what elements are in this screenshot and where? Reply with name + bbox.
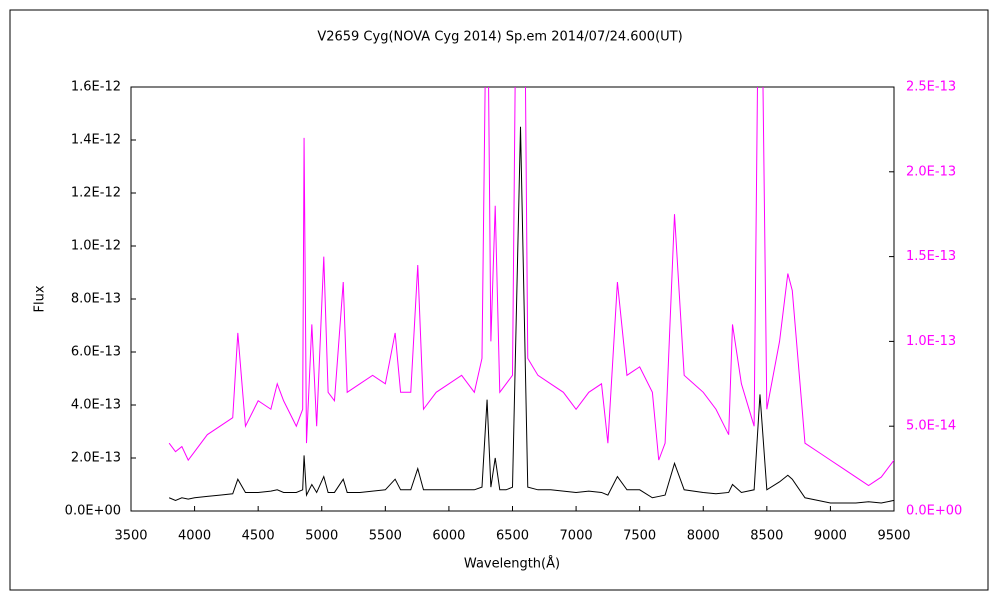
- x-tick-label: 7000: [560, 529, 593, 544]
- y2-tick-label: 1.0E-13: [906, 334, 956, 349]
- y-tick-label: 4.0E-13: [71, 398, 121, 413]
- x-tick-label: 9500: [877, 529, 910, 544]
- y-tick-label: 1.2E-12: [71, 186, 121, 201]
- x-tick-label: 6000: [432, 529, 465, 544]
- spectrum-line: [168, 126, 894, 504]
- chart-title: V2659 Cyg(NOVA Cyg 2014) Sp.em 2014/07/2…: [317, 30, 682, 45]
- y2-tick-label: 2.5E-13: [906, 80, 956, 95]
- frame: [9, 9, 989, 591]
- y-axis-label: Flux: [33, 285, 48, 312]
- x-tick-label: 9000: [814, 529, 847, 544]
- x-tick-label: 5500: [369, 529, 402, 544]
- y-tick-label: 1.6E-12: [71, 80, 121, 95]
- y2-tick-label: 1.5E-13: [906, 249, 956, 264]
- spectrum-line: [168, 87, 894, 487]
- y-tick-label: 8.0E-13: [71, 292, 121, 307]
- y2-tick-label: 5.0E-14: [906, 419, 956, 434]
- x-tick-label: 4500: [242, 529, 275, 544]
- x-axis-label: Wavelength(Å): [464, 556, 560, 572]
- y-tick-label: 1.0E-12: [71, 239, 121, 254]
- x-tick-label: 3500: [114, 529, 147, 544]
- x-tick-label: 4000: [178, 529, 211, 544]
- y2-tick-label: 2.0E-13: [906, 164, 956, 179]
- x-tick-label: 7500: [623, 529, 656, 544]
- x-tick-label: 6500: [496, 529, 529, 544]
- y-tick-label: 6.0E-13: [71, 345, 121, 360]
- x-tick-label: 8000: [687, 529, 720, 544]
- y-tick-label: 0.0E+00: [65, 504, 121, 519]
- x-tick-label: 8500: [750, 529, 783, 544]
- y-tick-label: 2.0E-13: [71, 451, 121, 466]
- y2-tick-label: 0.0E+00: [906, 504, 962, 519]
- y-tick-label: 1.4E-12: [71, 133, 121, 148]
- x-tick-label: 5000: [305, 529, 338, 544]
